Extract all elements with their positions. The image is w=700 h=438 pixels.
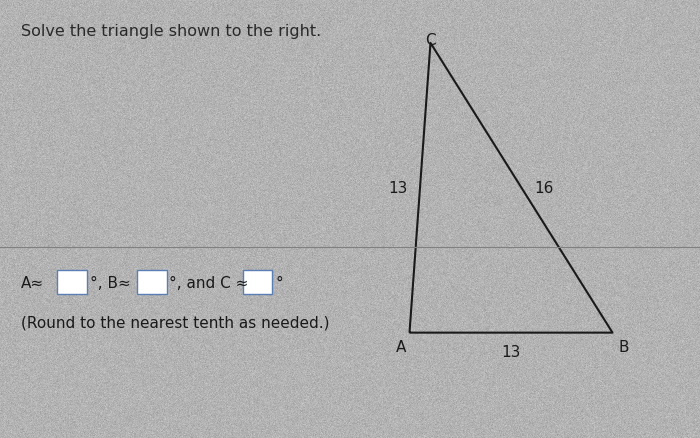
Text: 13: 13 bbox=[388, 181, 407, 196]
Bar bbox=[57, 271, 87, 295]
Text: 16: 16 bbox=[534, 181, 554, 196]
Text: A≈: A≈ bbox=[21, 275, 44, 290]
Text: °, B≈: °, B≈ bbox=[90, 275, 130, 290]
Text: 13: 13 bbox=[501, 344, 521, 359]
Text: (Round to the nearest tenth as needed.): (Round to the nearest tenth as needed.) bbox=[21, 314, 330, 329]
Text: °, and C ≈: °, and C ≈ bbox=[169, 275, 248, 290]
Text: Solve the triangle shown to the right.: Solve the triangle shown to the right. bbox=[21, 24, 321, 39]
Text: C: C bbox=[425, 33, 436, 48]
Bar bbox=[137, 271, 167, 295]
Text: A: A bbox=[395, 339, 406, 354]
Text: °: ° bbox=[275, 275, 283, 290]
Bar bbox=[243, 271, 272, 295]
Text: B: B bbox=[618, 339, 629, 354]
